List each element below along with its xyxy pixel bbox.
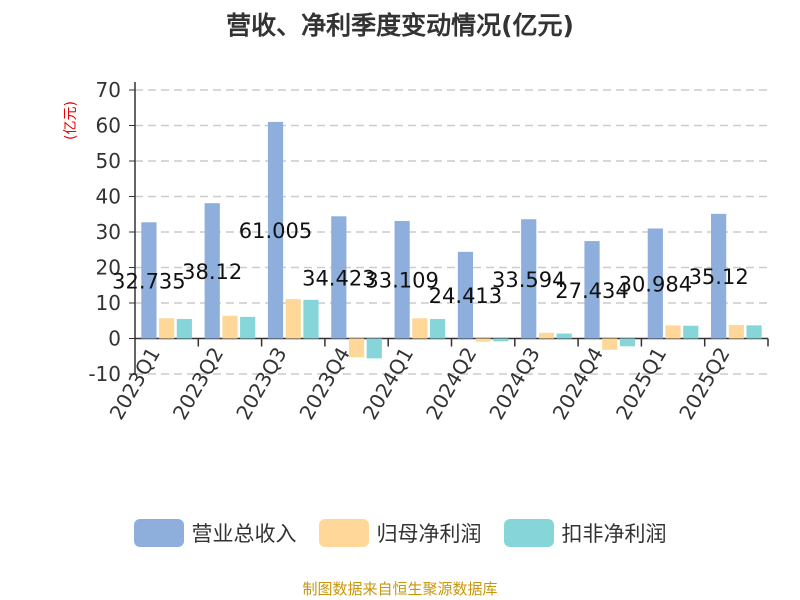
legend-swatch: [318, 519, 369, 547]
bar-revenue: [711, 213, 727, 339]
data-label: 33.109: [365, 269, 438, 293]
bar-net-profit: [159, 318, 175, 339]
bar-net-profit: [475, 338, 491, 342]
data-label: 33.594: [492, 268, 565, 292]
legend: 营业总收入 归母净利润 扣非净利润: [0, 518, 800, 548]
bar-revenue: [331, 216, 347, 339]
y-tick-label: 0: [108, 327, 121, 351]
y-tick-label: 30: [96, 220, 121, 244]
bar-deducted-profit: [493, 338, 509, 342]
x-tick-label: 2023Q3: [231, 343, 291, 424]
bar-revenue: [457, 251, 474, 339]
bar-deducted-profit: [176, 318, 192, 339]
chart-title: 营收、净利季度变动情况(亿元): [226, 11, 574, 40]
data-label: 61.005: [239, 219, 312, 243]
bar-net-profit: [602, 338, 618, 350]
bar-net-profit: [728, 325, 744, 339]
bar-deducted-profit: [556, 333, 572, 339]
x-tick-label: 2024Q4: [548, 343, 608, 424]
bar-revenue: [584, 241, 600, 339]
bar-net-profit: [412, 318, 428, 339]
legend-item-net-profit[interactable]: 归母净利润: [318, 518, 482, 548]
bar-revenue: [141, 222, 157, 339]
bar-deducted-profit: [619, 338, 636, 347]
bar-net-profit: [665, 325, 681, 339]
y-tick-label: -10: [88, 362, 121, 386]
data-label: 32.735: [112, 269, 185, 293]
legend-swatch: [503, 519, 554, 547]
legend-item-revenue[interactable]: 营业总收入: [133, 518, 297, 548]
y-tick-label: 60: [96, 114, 121, 138]
bar-deducted-profit: [303, 299, 319, 339]
data-label: 30.984: [619, 273, 692, 297]
bar-net-profit: [285, 299, 301, 339]
bar-deducted-profit: [240, 316, 256, 339]
x-tick-label: 2024Q3: [484, 343, 544, 424]
data-label: 34.423: [302, 266, 375, 290]
bar-deducted-profit: [429, 318, 446, 339]
y-tick-label: 20: [96, 256, 121, 280]
x-tick-label: 2023Q4: [294, 343, 354, 424]
legend-label: 扣非净利润: [561, 522, 667, 546]
bar-revenue: [267, 121, 284, 339]
bar-deducted-profit: [746, 325, 762, 339]
y-tick-label: 40: [96, 185, 121, 209]
y-tick-label: 50: [96, 149, 121, 173]
data-label: 24.413: [429, 284, 502, 308]
data-label: 35.12: [689, 265, 749, 289]
bar-revenue: [204, 203, 220, 339]
x-tick-label: 2025Q1: [611, 343, 671, 424]
bar-revenue: [521, 219, 537, 339]
x-tick-label: 2025Q2: [674, 343, 734, 424]
y-tick-label: 70: [96, 78, 121, 102]
x-tick-label: 2024Q2: [421, 343, 481, 424]
bar-net-profit: [538, 332, 555, 339]
bar-net-profit: [348, 338, 365, 358]
data-label: 27.434: [555, 279, 628, 303]
x-tick-label: 2023Q2: [168, 343, 228, 424]
bar-deducted-profit: [366, 338, 382, 359]
legend-label: 归母净利润: [376, 522, 482, 546]
legend-item-deducted-profit[interactable]: 扣非净利润: [503, 518, 667, 548]
legend-swatch: [133, 519, 184, 547]
legend-label: 营业总收入: [191, 522, 297, 546]
bar-revenue: [394, 220, 410, 339]
y-tick-label: 10: [96, 291, 121, 315]
bar-revenue: [647, 228, 663, 339]
bar-net-profit: [222, 315, 238, 339]
bar-deducted-profit: [683, 325, 699, 339]
source-note: 制图数据来自恒生聚源数据库: [302, 580, 498, 598]
data-label: 38.12: [182, 260, 242, 284]
